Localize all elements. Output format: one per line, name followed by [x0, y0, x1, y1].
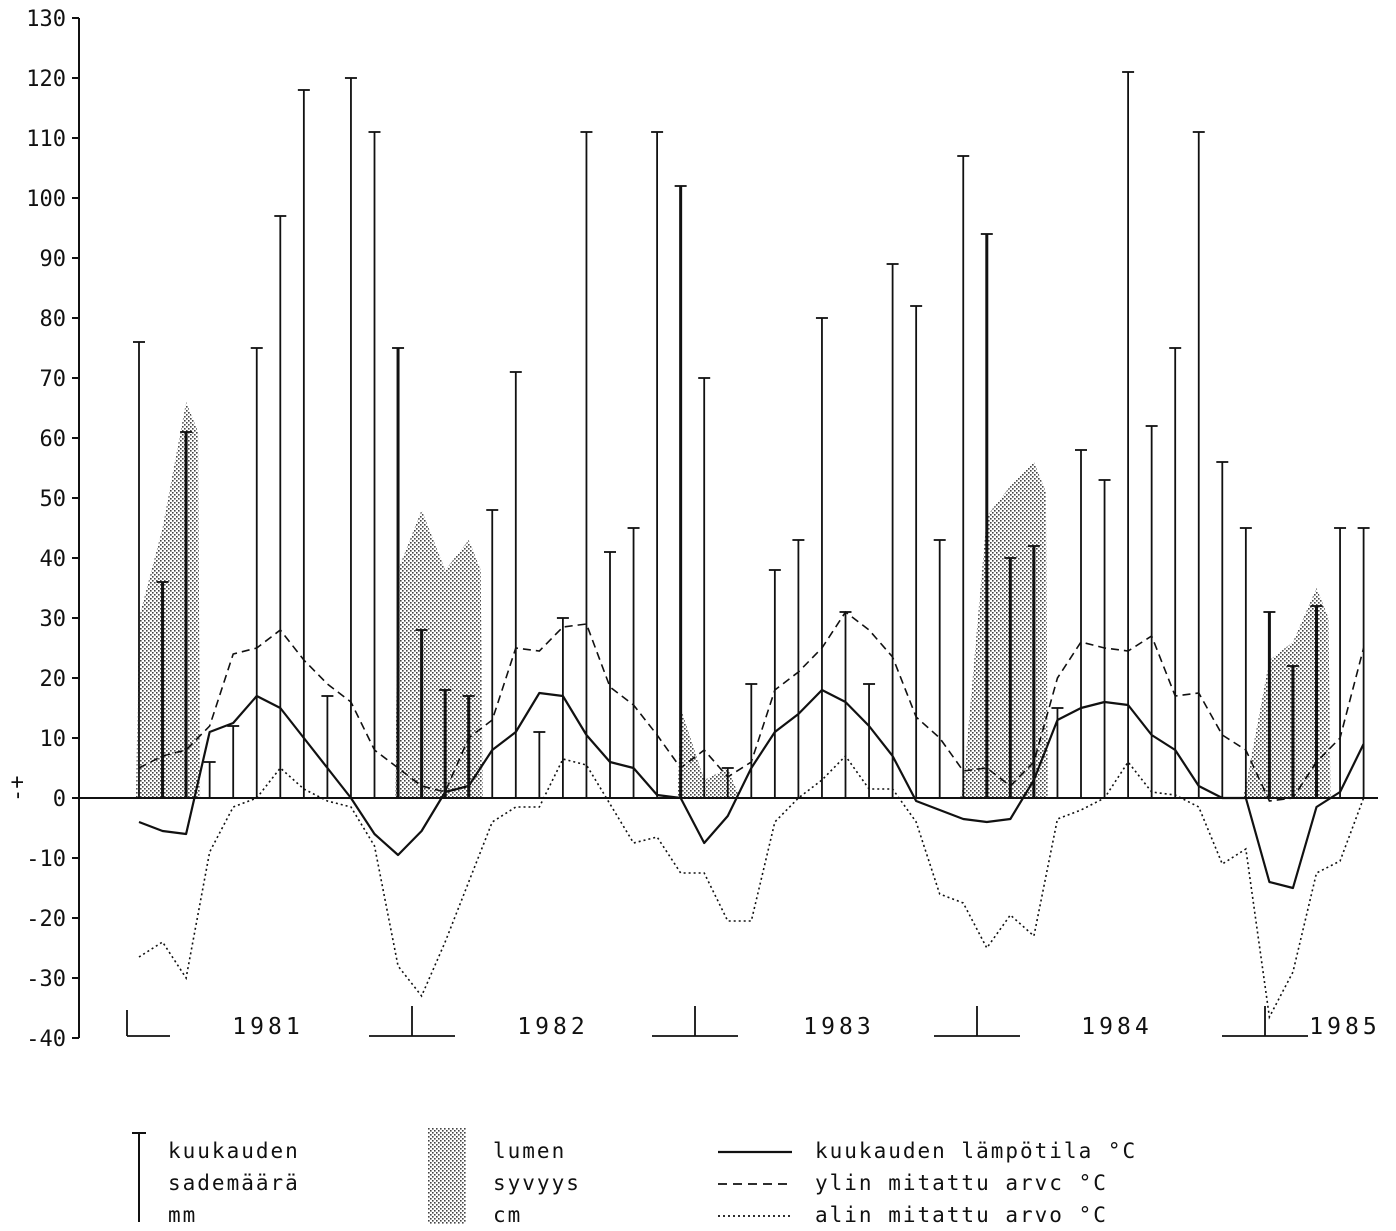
year-label: 1983 — [803, 1014, 874, 1040]
precipitation-series — [133, 71, 1370, 798]
y-tick-label: 120 — [26, 67, 66, 92]
y-tick-label: -30 — [26, 967, 66, 992]
max-temperature-line — [138, 610, 1365, 802]
y-tick-label: 10 — [40, 727, 67, 752]
legend-precip-line1: kuukauden — [168, 1139, 300, 1163]
year-label: 1985 — [1309, 1014, 1380, 1040]
y-tick-label: 60 — [40, 427, 67, 452]
snow-depth-area — [677, 708, 742, 798]
y-tick-label: 30 — [40, 607, 67, 632]
legend-lines: kuukauden lämpötila °C ylin mitattu arvc… — [718, 1139, 1137, 1227]
y-tick-label: 130 — [26, 7, 66, 32]
temperature-series — [138, 610, 1365, 1020]
legend-precip-line3: mm — [168, 1203, 197, 1227]
sign-label: -+ — [5, 776, 30, 803]
snow-depth-area — [960, 462, 1048, 798]
y-tick-label: 90 — [40, 247, 67, 272]
y-tick-label: 40 — [40, 547, 67, 572]
y-tick-label: 110 — [26, 127, 66, 152]
legend-max-label: ylin mitattu arvc °C — [815, 1171, 1108, 1195]
legend: kuukauden sademäärä mm lumen syvyys cm k… — [132, 1128, 1137, 1227]
y-tick-label: 70 — [40, 367, 67, 392]
y-tick-label: 20 — [40, 667, 67, 692]
snow-depth-area — [395, 510, 483, 798]
legend-snow-line3: cm — [493, 1203, 522, 1227]
legend-snow: lumen syvyys cm — [428, 1128, 581, 1227]
legend-mean-label: kuukauden lämpötila °C — [815, 1139, 1137, 1163]
snow-depth-series — [136, 402, 1331, 798]
mean-temperature-line — [138, 688, 1365, 890]
legend-min-label: alin mitattu arvo °C — [815, 1203, 1108, 1227]
y-tick-label: 50 — [40, 487, 67, 512]
y-tick-label: -20 — [26, 907, 66, 932]
year-label: 1984 — [1081, 1014, 1152, 1040]
year-label: 1982 — [517, 1014, 588, 1040]
year-label: 1981 — [232, 1014, 303, 1040]
snow-depth-area — [136, 402, 201, 798]
year-axis: 1981 1982 1983 1984 1985 — [126, 1006, 1380, 1040]
legend-snow-swatch — [428, 1128, 466, 1224]
y-tick-label: -10 — [26, 847, 66, 872]
legend-precip-line2: sademäärä — [168, 1171, 300, 1195]
legend-snow-line1: lumen — [493, 1139, 566, 1163]
y-axis: 1301201101009080706050403020100-10-20-30… — [26, 7, 80, 1052]
y-tick-label: 80 — [40, 307, 67, 332]
legend-precip: kuukauden sademäärä mm — [132, 1132, 300, 1227]
snow-depth-area — [1242, 588, 1331, 798]
y-tick-label: 100 — [26, 187, 66, 212]
y-tick-label: 0 — [53, 787, 66, 812]
legend-snow-line2: syvyys — [493, 1171, 581, 1195]
y-tick-label: -40 — [26, 1027, 66, 1052]
